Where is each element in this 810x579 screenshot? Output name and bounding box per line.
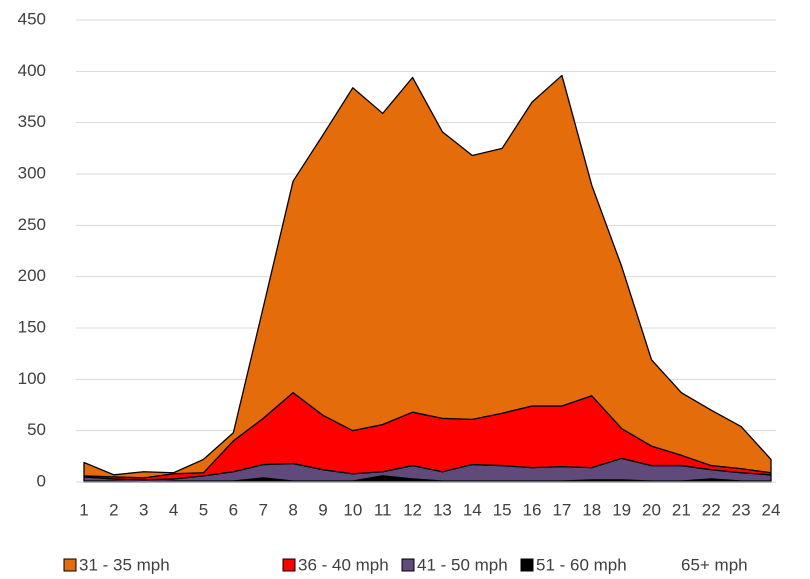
y-tick-label: 350 <box>18 112 46 131</box>
x-tick-label: 11 <box>374 500 392 519</box>
legend-label: 31 - 35 mph <box>79 555 170 574</box>
x-tick-label: 20 <box>642 500 661 519</box>
legend-label: 41 - 50 mph <box>417 555 508 574</box>
y-tick-label: 450 <box>18 9 46 28</box>
x-tick-label: 8 <box>288 500 297 519</box>
y-tick-label: 50 <box>27 420 46 439</box>
y-tick-label: 250 <box>18 215 46 234</box>
legend-label: 51 - 60 mph <box>536 555 627 574</box>
x-tick-label: 23 <box>732 500 751 519</box>
y-tick-label: 400 <box>18 61 46 80</box>
y-tick-label: 200 <box>18 266 46 285</box>
legend-swatch <box>520 558 534 572</box>
x-tick-label: 19 <box>612 500 631 519</box>
x-tick-label: 21 <box>672 500 691 519</box>
legend-label: 65+ mph <box>681 555 748 574</box>
legend-swatch <box>666 559 678 571</box>
x-tick-label: 6 <box>229 500 238 519</box>
x-tick-label: 16 <box>523 500 542 519</box>
x-tick-label: 5 <box>199 500 208 519</box>
x-tick-label: 7 <box>258 500 267 519</box>
x-tick-label: 4 <box>169 500 178 519</box>
x-tick-label: 10 <box>343 500 362 519</box>
y-tick-label: 100 <box>18 369 46 388</box>
x-tick-label: 18 <box>582 500 601 519</box>
y-tick-label: 300 <box>18 163 46 182</box>
legend-label: 36 - 40 mph <box>298 555 389 574</box>
x-tick-label: 15 <box>493 500 512 519</box>
x-tick-label: 12 <box>403 500 422 519</box>
x-tick-label: 3 <box>139 500 148 519</box>
x-tick-label: 2 <box>109 500 118 519</box>
y-tick-label: 150 <box>18 317 46 336</box>
legend-swatch <box>401 558 415 572</box>
y-tick-label: 0 <box>37 471 46 490</box>
legend-swatch <box>63 558 77 572</box>
x-tick-label: 17 <box>552 500 571 519</box>
x-tick-label: 9 <box>318 500 327 519</box>
x-tick-label: 24 <box>762 500 781 519</box>
x-tick-label: 22 <box>702 500 721 519</box>
legend-swatch <box>282 558 296 572</box>
x-tick-label: 13 <box>433 500 452 519</box>
x-tick-label: 14 <box>463 500 482 519</box>
x-tick-label: 1 <box>79 500 88 519</box>
area <box>83 74 772 479</box>
